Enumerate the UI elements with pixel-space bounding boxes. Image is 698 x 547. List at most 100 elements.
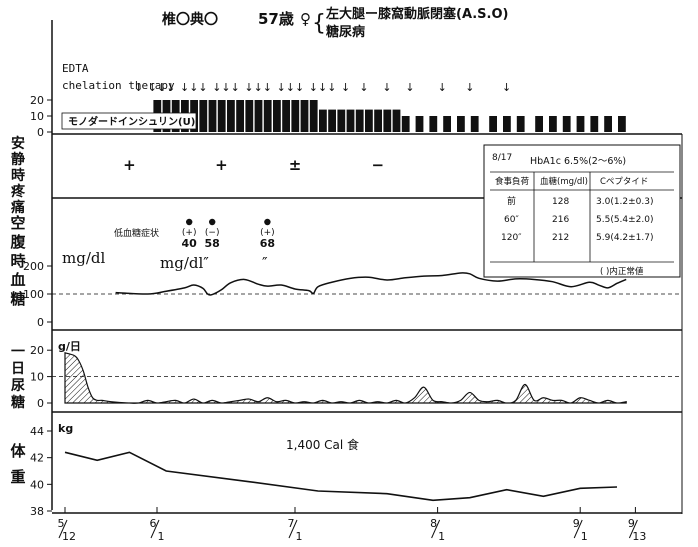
insulin-bars: [153, 100, 626, 132]
hba1c-row-1-glucose: 216: [552, 215, 569, 225]
y-tick-label: 40: [30, 478, 44, 491]
hba1c-table: 8/17 HbA1c 6.5%(2〜6%) 食事負荷 血糖(mg/dl) Cペプ…: [483, 144, 681, 278]
therapy-arrow: ↓: [263, 81, 272, 94]
x-tick-slash: [288, 519, 298, 539]
insulin-y-axis: 20 10 0: [30, 94, 52, 139]
insulin-bar: [300, 100, 309, 132]
hba1c-row-2-glucose: 212: [552, 233, 569, 243]
y-tick-label: 20: [30, 94, 44, 107]
hba1c-col-1: 食事負荷: [495, 176, 530, 187]
glucose-unit: mg/dl: [62, 249, 105, 267]
pain-label-chars-char: 時: [11, 167, 25, 184]
urine-label-chars-char: 日: [11, 361, 25, 377]
insulin-bar: [282, 100, 290, 132]
insulin-bar: [503, 116, 511, 132]
insulin-bar: [383, 109, 392, 132]
therapy-arrow: ↓: [318, 81, 327, 94]
insulin-bar: [392, 109, 401, 132]
hba1c-row-1-load: 60″: [504, 215, 519, 225]
pain-label-chars-char: 痛: [10, 199, 25, 216]
therapy-arrow: ↓: [438, 81, 447, 94]
glucose-label-chars-char: 糖: [10, 290, 25, 308]
urine-label-chars-char: 尿: [11, 378, 25, 394]
insulin-bar: [429, 116, 438, 132]
urine-unit: g/日: [58, 340, 81, 353]
weight-axis-label: 体重: [10, 442, 26, 486]
insulin-bar: [273, 100, 281, 132]
hba1c-note: ( )内正常値: [600, 266, 644, 277]
hba1c-table-border: [483, 144, 681, 278]
glucose-label-chars-char: 血: [10, 271, 25, 289]
therapy-arrow: ↓: [341, 81, 350, 94]
therapy-arrow: ↓: [157, 81, 166, 94]
insulin-bar: [415, 116, 424, 132]
x-tick-label: 12: [62, 530, 76, 543]
insulin-bar: [346, 109, 355, 132]
weight-unit: kg: [58, 422, 73, 435]
therapy-arrow: ↓: [502, 81, 511, 94]
y-tick-label: 10: [30, 110, 44, 123]
diagnosis-1: 左大腿ー膝窩動脈閉塞(A.S.O): [326, 6, 508, 22]
pain-mark: +: [215, 156, 228, 174]
hba1c-date: 8/17: [492, 153, 512, 163]
insulin-bar: [535, 116, 543, 132]
insulin-bar: [549, 116, 557, 132]
y-tick-label: 0: [37, 316, 44, 329]
insulin-bar: [374, 109, 382, 132]
y-tick-label: 200: [23, 260, 44, 273]
hba1c-row-2-load: 120″: [501, 233, 522, 243]
weight-annotation: 1,400 Cal 食: [286, 437, 359, 452]
pain-mark: +: [123, 156, 136, 174]
x-tick-label: 7: [288, 517, 295, 530]
hypo-sign: (+): [182, 228, 197, 238]
therapy-arrow: ↓: [231, 81, 240, 94]
y-tick-label: 42: [30, 452, 44, 465]
hba1c-row-1-cpep: 5.5(5.4±2.0): [596, 215, 654, 225]
therapy-arrow: ↓: [134, 81, 143, 94]
therapy-arrow: ↓: [465, 81, 474, 94]
x-tick-slash: [573, 519, 583, 539]
pain-mark: ±: [289, 156, 302, 174]
insulin-bar: [590, 116, 599, 132]
pain-label-chars-char: 安: [11, 135, 25, 152]
therapy-arrow: ↓: [359, 81, 368, 94]
pain-mark: −: [372, 156, 385, 174]
pain-label-chars-char: 疼: [11, 183, 26, 200]
x-tick-slash: [150, 519, 160, 539]
weight-label-chars-char: 体: [10, 442, 26, 460]
glucose-label-chars-char: 腹: [10, 233, 26, 251]
x-tick-label: 1: [296, 530, 303, 543]
therapy-arrow: ↓: [180, 81, 189, 94]
x-tick-slash: [431, 519, 441, 539]
insulin-bar: [309, 100, 318, 132]
insulin-bar: [319, 109, 327, 132]
hypo-value: 68: [260, 237, 275, 250]
insulin-bar: [245, 100, 254, 132]
hba1c-row-0-cpep: 3.0(1.2±0.3): [596, 197, 654, 207]
y-tick-label: 0: [37, 397, 44, 410]
insulin-bar: [470, 116, 479, 132]
insulin-bar: [618, 116, 626, 132]
insulin-bar: [604, 116, 612, 132]
insulin-bar: [263, 100, 272, 132]
y-tick-label: 44: [30, 425, 44, 438]
x-tick-label: 6: [150, 517, 157, 530]
urine-y-axis: 20 10 0: [30, 344, 52, 410]
therapy-arrow: ↓: [212, 81, 221, 94]
therapy-arrow: ↓: [221, 81, 230, 94]
y-tick-label: 38: [30, 505, 44, 518]
glucose-y-axis: 200 100 0: [23, 260, 52, 329]
x-tick-slash: [628, 519, 638, 539]
y-tick-label: 10: [30, 371, 44, 384]
insulin-bar: [291, 100, 300, 132]
y-tick-label: 100: [23, 288, 44, 301]
therapy-arrow: ↓: [148, 81, 157, 94]
hypo-value: 58: [205, 237, 220, 250]
therapy-arrow: ↓: [198, 81, 207, 94]
therapy-arrow: ↓: [405, 81, 414, 94]
x-tick-label: 1: [438, 530, 445, 543]
hypo-label: 低血糖症状: [114, 227, 159, 239]
glucose-label-chars-char: 時: [10, 252, 25, 270]
